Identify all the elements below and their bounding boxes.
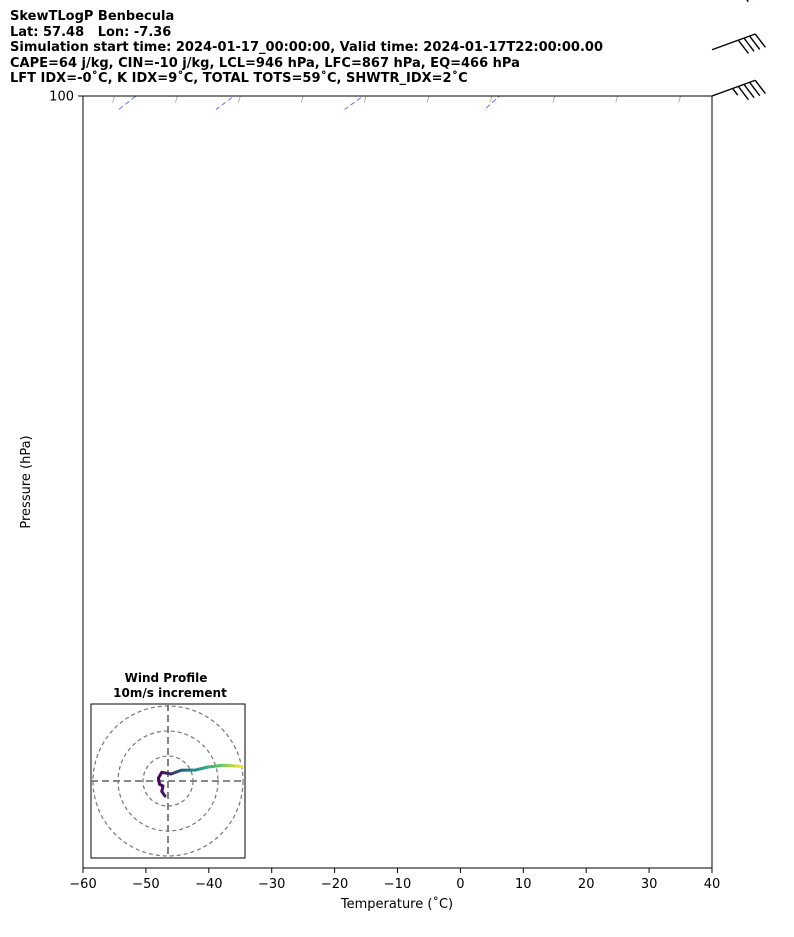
x-tick-label: −60 [69,877,96,892]
x-tick-label: 10 [515,877,532,892]
wind-barb-feather [754,33,766,48]
y-axis-label: Pressure (hPa) [19,435,34,528]
simulation-time-line: Simulation start time: 2024-01-17_00:00:… [10,40,603,55]
isotherm-line [615,96,619,103]
wind-barb-feather [737,85,750,101]
x-tick-label: −40 [195,877,222,892]
inset-subtitle: 10m/s increment [113,686,227,700]
x-tick-label: 40 [704,877,721,892]
x-tick-label: −20 [321,877,348,892]
wind-barb [746,0,754,3]
wind-barb-feather [746,0,749,3]
indices-line: LFT IDX=-0˚C, K IDX=9˚C, TOTAL TOTS=59˚C… [10,71,468,86]
location-line: Lat: 57.48 Lon: -7.36 [10,24,172,40]
title-block: SkewTLogP Benbecula Lat: 57.48 Lon: -7.3… [10,9,603,87]
wind-profile-inset: Wind Profile 10m/s increment [90,671,246,859]
wind-barbs [711,0,766,101]
x-tick-label: 20 [578,877,595,892]
wind-barb [711,33,766,54]
wind-barb-feather [743,37,755,52]
x-tick-label: −10 [384,877,411,892]
x-tick-label: −50 [132,877,159,892]
inset-title: Wind Profile [125,671,208,685]
wind-barb-feather [754,79,766,95]
wind-barb-feather [749,35,761,50]
wind-barb [711,79,766,101]
y-axis: 1000900800700600500400300200100 [49,90,83,105]
hodograph-trace [157,763,244,798]
wind-barb-feather [737,39,750,54]
x-tick-label: 0 [456,877,464,892]
station-title: SkewTLogP Benbecula [10,9,175,24]
wind-barb-feather [749,81,761,97]
plot-area: −60 −50 −40 −30 −20 −10 0 10 20 30 40 100090080070… [19,0,794,912]
wind-barb-feather [743,83,755,99]
isotherm-line [742,0,794,103]
x-axis: −60 −50 −40 −30 −20 −10 0 10 20 30 40 [69,868,720,892]
x-tick-label: 30 [641,877,658,892]
wind-barb-half-feather [732,88,739,96]
stability-params-line: CAPE=64 j/kg, CIN=-10 j/kg, LCL=946 hPa,… [10,55,520,71]
x-tick-label: −30 [258,877,285,892]
x-axis-label: Temperature (˚C) [340,896,453,912]
wind-barb-shaft [711,79,756,97]
wind-barb-shaft [711,33,756,51]
y-tick-label: 100 [49,90,74,105]
